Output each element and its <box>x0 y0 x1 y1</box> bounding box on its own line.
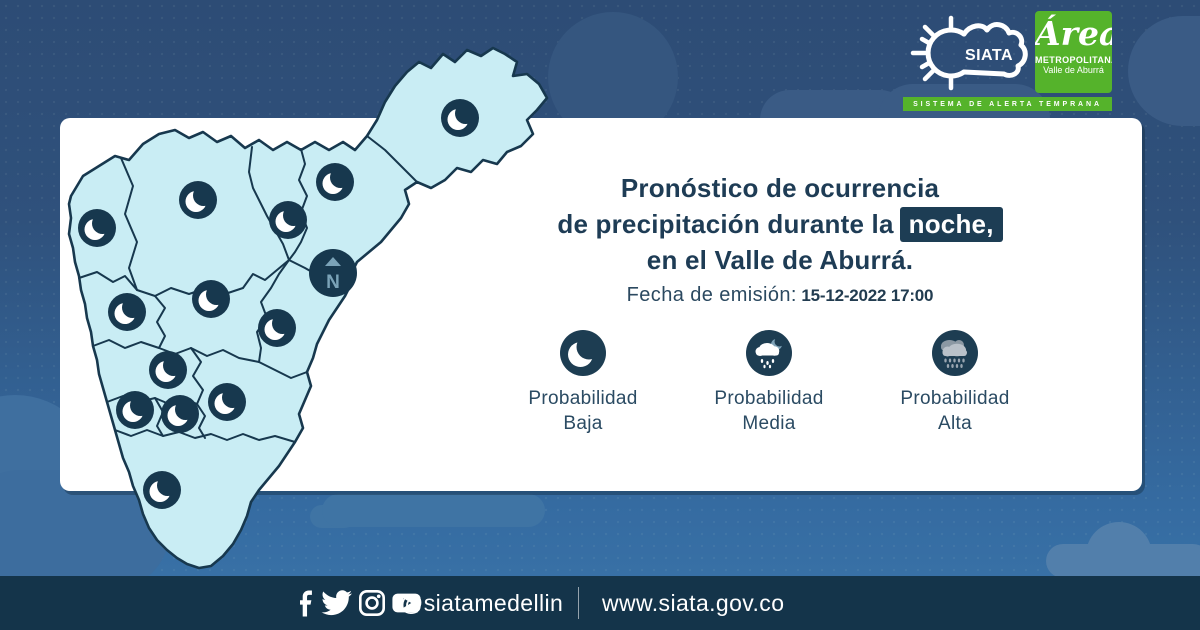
forecast-card: Pronóstico de ocurrencia de precipitació… <box>60 118 1142 491</box>
siata-logo-text: SIATA <box>965 47 1013 64</box>
legend-label: Probabilidad Baja <box>528 386 637 436</box>
legend-label-line1: Probabilidad <box>714 388 824 409</box>
moon-icon <box>560 330 606 376</box>
legend-label-line2: Alta <box>938 413 972 434</box>
legend-label-line2: Media <box>742 413 796 434</box>
rain-light-night-icon <box>746 330 792 376</box>
footer-divider <box>578 587 579 619</box>
area-metropolitana-logo: Área METROPOLITANA Valle de Aburrá <box>1035 11 1112 93</box>
emission-label: Fecha de emisión: <box>626 284 797 306</box>
title-line2: de precipitación durante la noche, <box>450 206 1110 242</box>
title-line3: en el Valle de Aburrá. <box>646 245 914 275</box>
area-logo-line3: Valle de Aburrá <box>1043 65 1104 75</box>
emission-value: 15-12-2022 17:00 <box>801 286 934 305</box>
title-line2-prefix: de precipitación durante la <box>557 209 894 239</box>
emission-date: Fecha de emisión: 15-12-2022 17:00 <box>450 284 1110 307</box>
legend-item-media: Probabilidad Media <box>680 330 858 436</box>
legend-label: Probabilidad Media <box>714 386 823 436</box>
instagram-icon[interactable] <box>359 590 385 616</box>
area-logo-script: Área <box>1035 14 1112 53</box>
twitter-icon[interactable] <box>320 589 352 617</box>
title-highlight-noche: noche, <box>899 207 1003 242</box>
title-line1: Pronóstico de ocurrencia <box>620 173 940 203</box>
legend-item-alta: Probabilidad Alta <box>866 330 1044 436</box>
area-logo-line2: METROPOLITANA <box>1035 55 1112 65</box>
cloud-decoration <box>322 494 545 527</box>
legend-label-line1: Probabilidad <box>900 388 1010 409</box>
footer-bar: @siatamedellin www.siata.gov.co <box>0 576 1200 630</box>
legend-item-baja: Probabilidad Baja <box>494 330 672 436</box>
probability-legend: Probabilidad Baja <box>454 330 1084 436</box>
social-icons <box>300 576 421 630</box>
cloud-decoration <box>1046 544 1200 578</box>
brand-logos: SIATA Área METROPOLITANA Valle de Aburrá… <box>903 8 1118 112</box>
siata-tagline-bar: SISTEMA DE ALERTA TEMPRANA <box>903 97 1112 111</box>
youtube-icon[interactable] <box>392 591 421 615</box>
forecast-title: Pronóstico de ocurrencia de precipitació… <box>450 170 1110 278</box>
legend-label-line2: Baja <box>563 413 603 434</box>
legend-label: Probabilidad Alta <box>900 386 1009 436</box>
rain-heavy-icon <box>932 330 978 376</box>
siata-logo: SIATA <box>910 15 1028 91</box>
facebook-icon[interactable] <box>300 590 313 617</box>
legend-label-line1: Probabilidad <box>528 388 638 409</box>
website-url[interactable]: www.siata.gov.co <box>602 589 785 616</box>
social-handle[interactable]: @siatamedellin <box>400 589 564 616</box>
